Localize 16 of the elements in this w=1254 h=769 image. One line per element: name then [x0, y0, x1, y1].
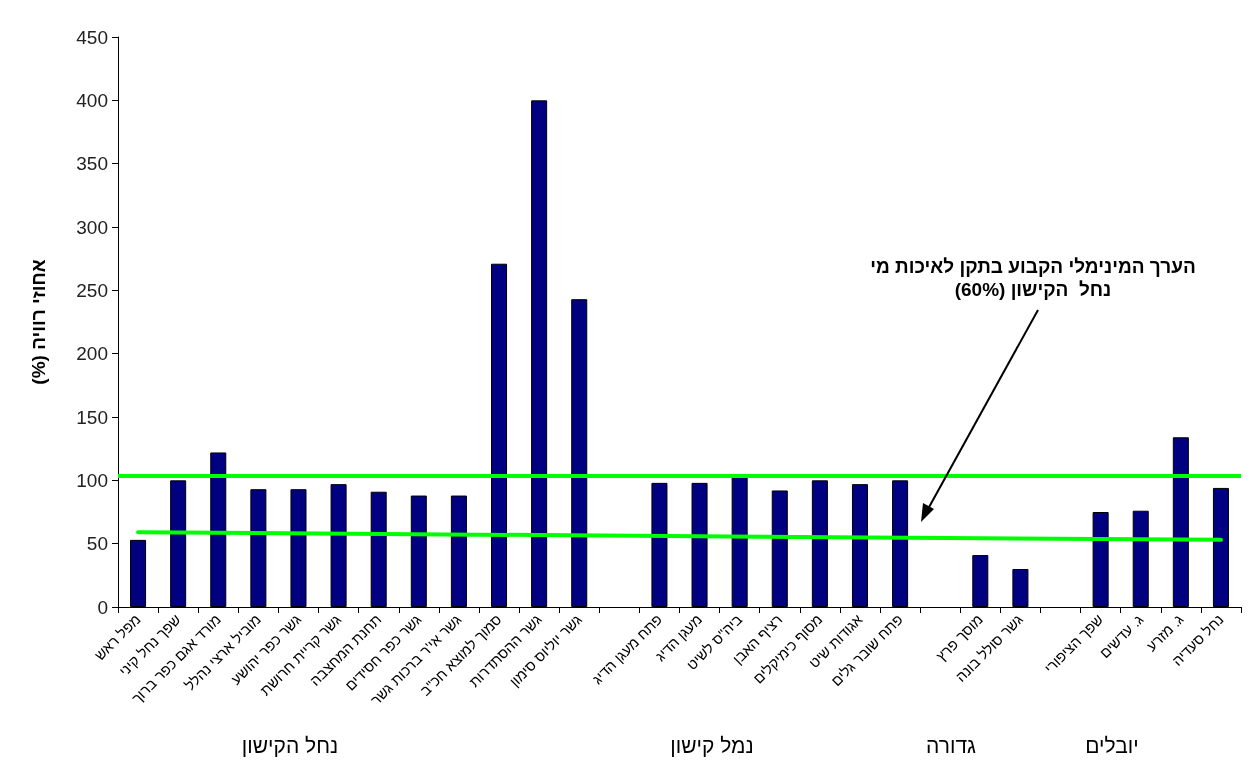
y-tick-label: 250 [76, 279, 108, 301]
y-tick-label: 400 [76, 89, 108, 111]
y-tick-label: 450 [76, 26, 108, 48]
y-tick-label: 300 [76, 216, 108, 238]
text: גדורה [926, 732, 976, 758]
text: נחל הקישון [241, 732, 339, 758]
y-tick-label: 200 [76, 343, 108, 365]
y-tick-label: 100 [76, 469, 108, 491]
text: יובלים [1085, 732, 1139, 758]
text: נמל קישון [670, 732, 754, 758]
y-tick-label: 150 [76, 406, 108, 428]
annotation: הערך המינימלי הקבוע בתקן לאיכות מי נחל הקישון (60%) [869, 255, 1197, 301]
y-tick-label: 350 [76, 153, 108, 175]
y-axis-title: אחוזי רוויה (%) [28, 259, 49, 385]
y-tick-label: 50 [86, 533, 108, 555]
y-tick-label: 0 [97, 596, 108, 618]
